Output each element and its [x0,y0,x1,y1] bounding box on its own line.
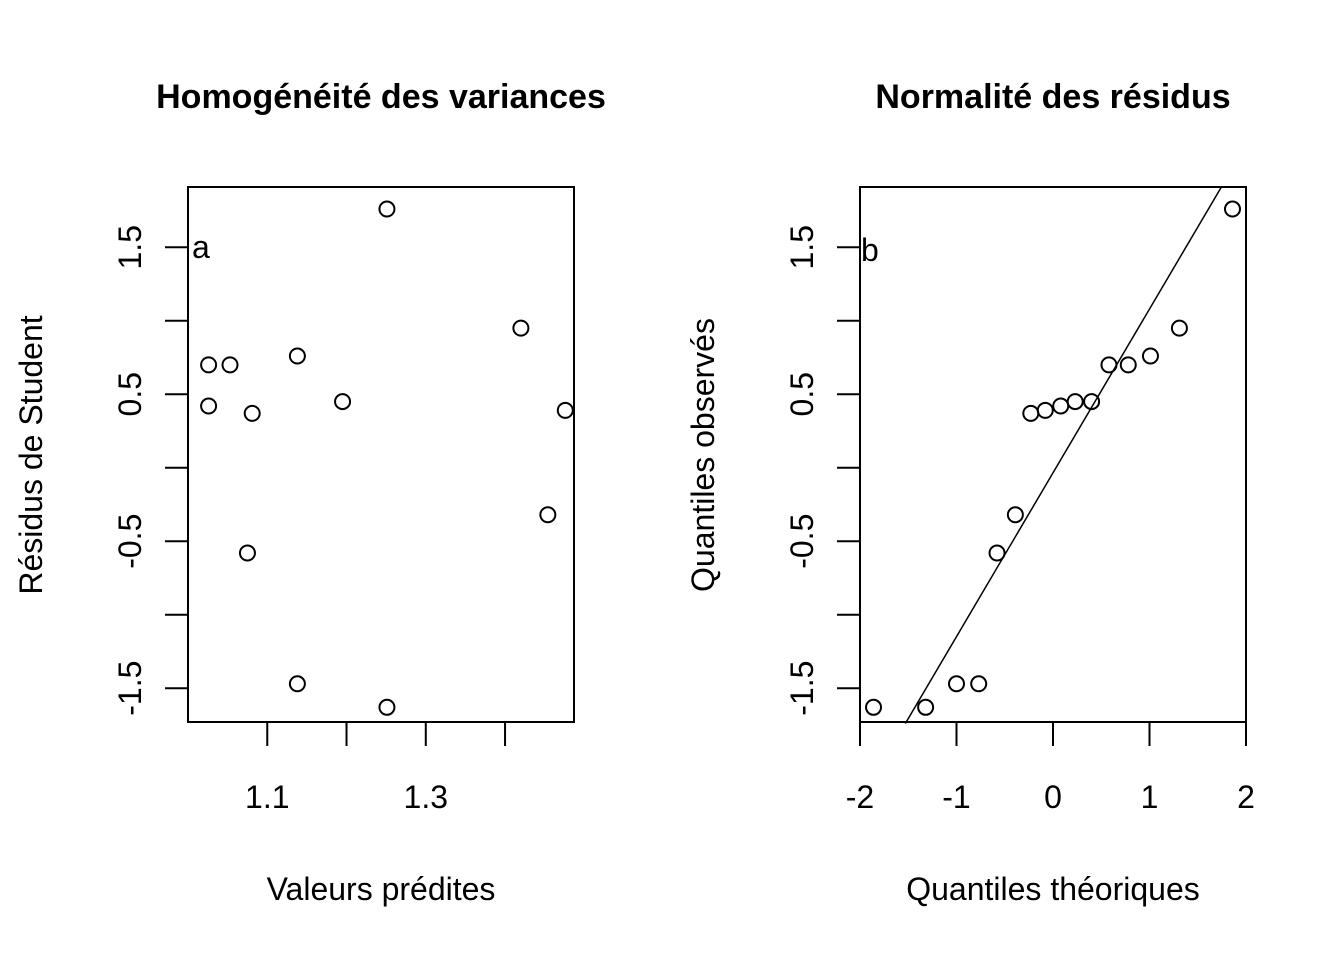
qq-reference-line [904,186,1223,724]
data-point [378,698,396,716]
data-point [1223,200,1241,218]
y-axis-b: -1.5 -0.5 0.5 1.5 [784,225,860,716]
chart-title-a: Homogénéité des variances [156,78,606,116]
x-tick-label: -1 [942,779,970,815]
data-point [1170,319,1188,337]
x-axis-label-a: Valeurs prédites [267,871,496,907]
y-tick-label: -0.5 [112,514,148,569]
data-point [1006,506,1024,524]
y-axis-label-b: Quantiles observés [685,318,721,592]
x-tick-label: 2 [1237,779,1255,815]
data-point [1052,397,1070,415]
x-axis-b: -2 -1 0 1 2 [846,722,1255,815]
data-point [1100,356,1118,374]
data-point [334,393,352,411]
data-point [378,200,396,218]
x-tick-label: 1.1 [245,779,289,815]
y-tick-label: -1.5 [112,661,148,716]
data-point [288,675,306,693]
x-tick-label: 1.3 [404,779,448,815]
data-point [865,698,883,716]
data-point [1119,356,1137,374]
plot-box-a [187,186,575,723]
data-point [1083,393,1101,411]
panel-label-b: b [861,232,879,268]
x-axis-label-b: Quantiles théoriques [906,871,1200,907]
chart-title-b: Normalité des résidus [875,78,1230,116]
data-points-b [865,200,1241,716]
panel-label-a: a [192,229,210,265]
scatter-panel-a: Homogénéité des variances -1.5 -0.5 0.5 1.5… [13,78,606,907]
y-axis-label-a: Résidus de Student [13,315,49,594]
data-point [539,506,557,524]
y-tick-label: 1.5 [112,225,148,269]
data-point [200,397,218,415]
x-tick-label: -2 [846,779,874,815]
data-point [556,401,574,419]
data-point [970,675,988,693]
x-tick-label: 0 [1044,779,1062,815]
x-axis-a: 1.1 1.3 [245,722,507,815]
data-point [200,356,218,374]
data-point [221,356,239,374]
y-axis-a: -1.5 -0.5 0.5 1.5 [112,225,188,716]
data-point [1036,401,1054,419]
data-point [288,347,306,365]
plot-box-b [859,186,1247,723]
data-point [988,544,1006,562]
qq-panel-b: Normalité des résidus -1.5-0.50.51.5 -2-… [685,78,1255,907]
data-point [1066,393,1084,411]
y-tick-label: 0.5 [784,372,820,416]
data-point [948,675,965,693]
data-point [1141,347,1159,365]
data-point [512,319,530,337]
y-tick-label: 0.5 [112,372,148,416]
data-point [243,404,261,422]
y-tick-label: -0.5 [784,514,820,569]
data-point [238,544,256,562]
data-points-a [200,200,574,716]
data-point [1022,404,1040,422]
data-point [917,698,935,716]
y-tick-label: 1.5 [784,225,820,269]
y-tick-label: -1.5 [784,661,820,716]
x-tick-label: 1 [1141,779,1159,815]
